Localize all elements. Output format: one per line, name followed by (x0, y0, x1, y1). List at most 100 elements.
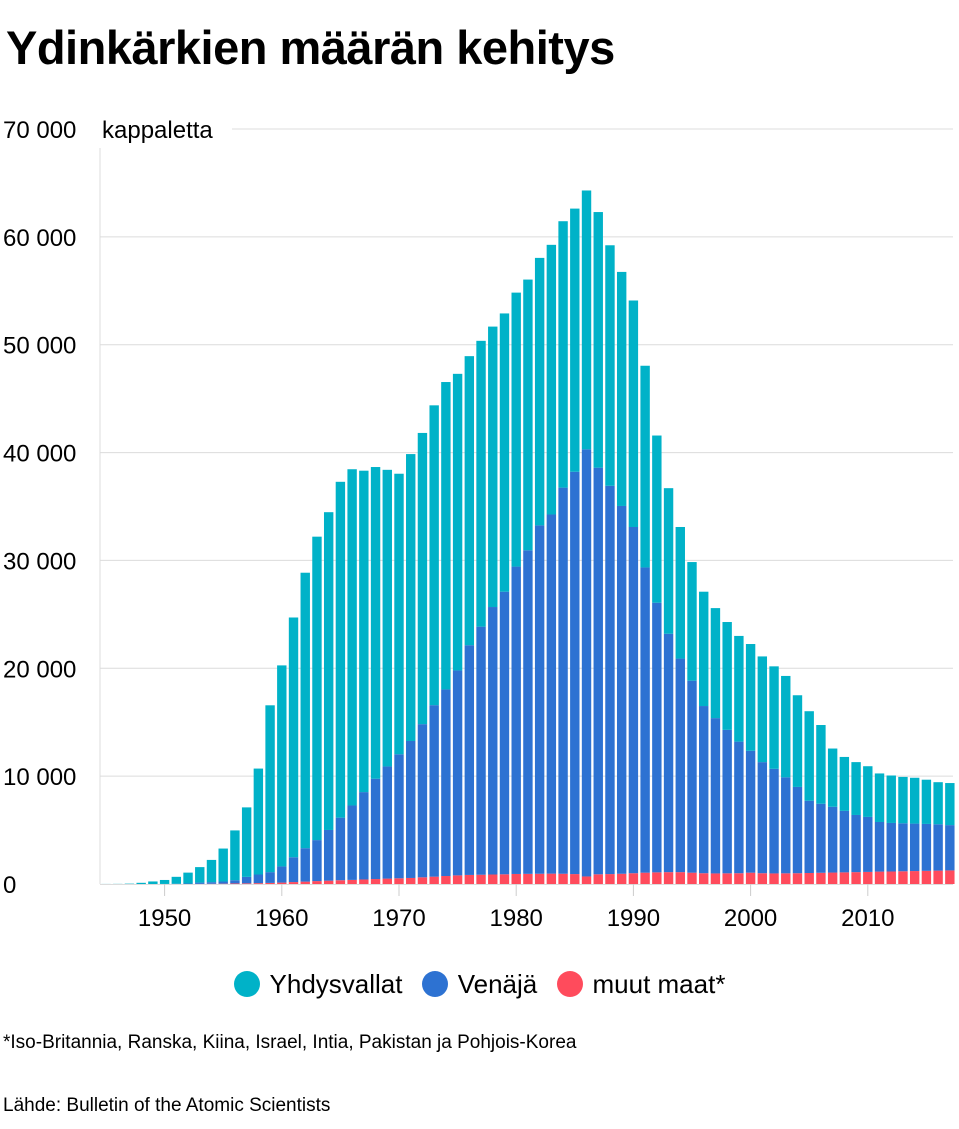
bar-group-1978 (488, 326, 498, 884)
bar-segment (488, 874, 498, 884)
x-tick-label: 2010 (841, 905, 894, 932)
bar-segment (523, 873, 533, 884)
bar-segment (546, 873, 557, 884)
legend-dot-others (556, 971, 583, 997)
bar-segment (511, 292, 521, 567)
bar-group-1980 (511, 292, 521, 884)
bar-group-1965 (335, 481, 346, 884)
bar-segment (710, 608, 721, 719)
bar-segment (839, 810, 850, 873)
bar-segment (230, 830, 240, 881)
legend-item-russia[interactable]: Venäjä (421, 966, 538, 1002)
bar-segment (898, 776, 908, 824)
bar-segment (312, 840, 322, 882)
bar-segment (288, 857, 299, 883)
bar-group-1966 (347, 469, 357, 884)
bar-segment (687, 872, 697, 884)
bar-group-1948 (136, 882, 146, 884)
bar-segment (675, 526, 685, 659)
bar-group-1961 (288, 617, 299, 884)
bar-segment (394, 754, 404, 879)
bar-segment (945, 870, 955, 884)
bar-segment (652, 872, 662, 884)
bar-segment (183, 883, 193, 885)
bar-segment (745, 750, 756, 873)
bar-group-1996 (699, 591, 709, 884)
bar-segment (816, 872, 826, 884)
bar-segment (476, 626, 486, 875)
bar-segment (265, 705, 275, 873)
bar-group-1985 (570, 208, 580, 884)
bar-segment (464, 356, 475, 646)
bar-segment (839, 756, 850, 811)
bar-segment (206, 882, 217, 884)
bar-segment (406, 877, 416, 884)
bar-segment (640, 567, 650, 873)
bar-segment (312, 536, 322, 841)
bar-segment (757, 762, 768, 874)
bar-segment (827, 748, 838, 807)
legend-label-russia: Venäjä (457, 969, 538, 999)
bar-segment (417, 877, 428, 884)
legend-item-others[interactable]: muut maat* (556, 966, 725, 1002)
bar-segment (534, 257, 545, 526)
bar-segment (382, 766, 392, 879)
bar-segment (827, 806, 838, 873)
bar-segment (370, 879, 381, 884)
bar-group-2012 (886, 775, 896, 884)
bar-group-1972 (417, 432, 428, 884)
bar-segment (734, 741, 744, 874)
bar-group-1992 (652, 435, 662, 884)
bar-group-1953 (195, 867, 205, 885)
bar-segment (792, 786, 803, 874)
bar-segment (851, 814, 861, 873)
bar-segment (288, 617, 299, 858)
bar-segment (581, 449, 592, 877)
bar-segment (593, 212, 603, 468)
x-tick-label: 1960 (255, 905, 308, 932)
bar-segment (605, 874, 615, 884)
bar-segment (675, 658, 685, 873)
bar-segment (616, 271, 627, 506)
bar-segment (769, 768, 779, 874)
footnote: *Iso-Britannia, Ranska, Kiina, Israel, I… (3, 1032, 577, 1053)
bar-segment (230, 880, 240, 884)
bar-segment (429, 876, 439, 884)
bar-segment (722, 873, 732, 884)
bar-group-1983 (546, 244, 557, 884)
bar-group-1964 (323, 512, 334, 884)
bar-segment (558, 873, 568, 884)
bar-segment (406, 740, 416, 878)
legend-item-usa[interactable]: Yhdysvallat (233, 966, 403, 1002)
legend-dot-russia (421, 971, 448, 997)
bar-segment (863, 766, 873, 817)
bar-segment (148, 881, 158, 884)
bar-group-1957 (241, 807, 252, 885)
bar-segment (300, 848, 310, 882)
bar-segment (616, 505, 627, 874)
bar-group-2011 (874, 773, 885, 884)
bar-group-2006 (816, 725, 826, 884)
x-tick-label: 1950 (138, 905, 191, 932)
bar-group-1952 (183, 872, 193, 885)
x-tick-label: 1990 (607, 905, 660, 932)
bar-segment (816, 803, 826, 873)
bar-segment (581, 190, 592, 450)
bar-segment (652, 435, 662, 603)
bar-segment (605, 485, 615, 875)
bar-segment (253, 883, 264, 884)
bar-segment (909, 871, 920, 884)
bar-segment (230, 883, 240, 885)
bar-segment (241, 883, 252, 885)
bar-segment (241, 807, 252, 877)
bar-group-1999 (734, 635, 744, 884)
bar-group-1969 (382, 469, 392, 884)
bar-segment (605, 245, 615, 486)
bar-segment (663, 872, 674, 884)
bar-segment (359, 792, 369, 880)
bar-segment (253, 768, 264, 875)
bar-segment (417, 432, 428, 725)
bar-group-2017 (945, 783, 955, 884)
bar-segment (921, 870, 932, 884)
bar-segment (476, 340, 486, 627)
